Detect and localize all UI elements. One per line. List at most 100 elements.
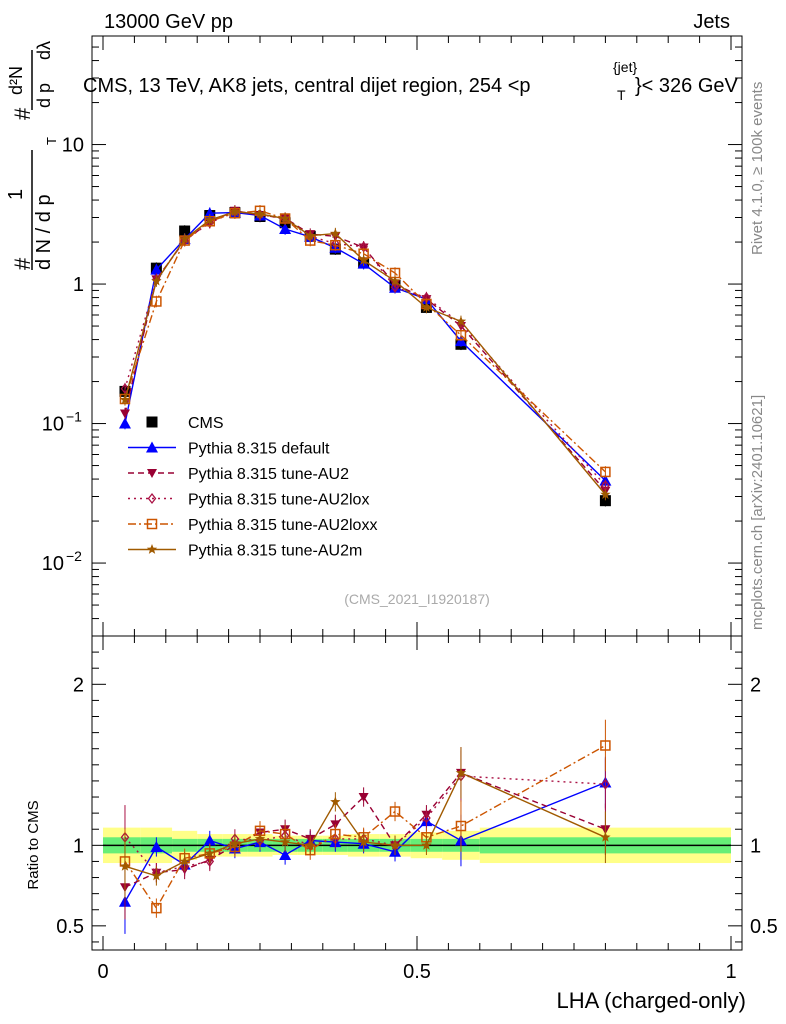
- legend-item-AU2: Pythia 8.315 tune-AU2: [128, 466, 349, 483]
- ratio-series-AU2m: [119, 747, 611, 899]
- ratio-point-AU2m: [358, 836, 369, 847]
- ratio-point-AU2m: [389, 839, 401, 850]
- data-point-AU2m: [279, 213, 291, 223]
- main-y-tick-exponent: −1: [66, 409, 82, 425]
- data-point-AU2loxx: [330, 239, 341, 251]
- ratio-y-tick-label-right: 1: [750, 835, 761, 857]
- ratio-point-AU2loxx: [389, 806, 401, 817]
- ratio-y-tick-label: 0.5: [56, 916, 84, 938]
- ratio-point-AU2lox: [205, 855, 215, 867]
- ratio-line-AU2lox: [124, 775, 606, 874]
- ratio-point-AU2m: [600, 831, 611, 842]
- ylabel-d2n: d²N: [6, 66, 26, 95]
- ratio-line-AU2loxx: [124, 744, 606, 910]
- ratio-point-default: [150, 840, 163, 852]
- title-main: CMS, 13 TeV, AK8 jets, central dijet reg…: [83, 75, 531, 97]
- ratio-point-AU2m: [119, 860, 131, 871]
- legend-marker-default: [146, 441, 158, 453]
- data-point-AU2m: [305, 230, 316, 241]
- ratio-frame: [91, 635, 743, 951]
- main-y-tick-label: 10: [62, 135, 84, 157]
- data-point-AU2lox: [120, 383, 130, 395]
- ratio-line-AU2: [124, 772, 606, 888]
- data-point-default: [118, 417, 131, 429]
- legend-marker-AU2lox: [147, 492, 157, 505]
- data-point-AU2m: [204, 214, 215, 225]
- x-tick-label: 0.5: [403, 961, 431, 983]
- data-point-default: [203, 207, 216, 219]
- legend-item-data: CMS: [146, 415, 224, 432]
- main-y-tick-label: 10: [42, 414, 64, 436]
- legend-label-default: Pythia 8.315 default: [188, 441, 330, 458]
- data-point-AU2loxx: [455, 329, 467, 341]
- data-point-data: [599, 495, 611, 507]
- ratio-y-tick-label: 2: [73, 674, 84, 696]
- data-point-AU2loxx: [151, 296, 162, 307]
- ratio-point-AU2m: [254, 833, 266, 844]
- series-line-AU2loxx: [124, 210, 606, 473]
- ratio-point-AU2loxx: [330, 828, 341, 840]
- ylabel-hash2: #: [10, 107, 35, 120]
- ratio-y-tick-label-right: 2: [750, 674, 761, 696]
- data-point-AU2m: [254, 208, 266, 219]
- data-point-AU2m: [421, 301, 432, 312]
- title-end: }< 326 GeV: [635, 75, 739, 97]
- title-superscript: {jet}: [613, 59, 637, 75]
- legend-marker-AU2m: [146, 544, 158, 554]
- mcplots-label: mcplots.cern.ch [arXiv:2401.10621]: [749, 395, 766, 630]
- data-point-AU2m: [389, 275, 401, 286]
- legend-item-AU2loxx: Pythia 8.315 tune-AU2loxx: [128, 517, 377, 534]
- legend-item-default: Pythia 8.315 default: [128, 441, 330, 458]
- ratio-point-AU2m: [179, 855, 190, 866]
- ratio-y-tick-label: 1: [73, 835, 84, 857]
- ratio-point-AU2m: [151, 870, 162, 881]
- ratio-point-default: [279, 848, 292, 860]
- series-AU2m: [119, 205, 611, 501]
- ratio-point-AU2loxx: [151, 902, 162, 914]
- analysis-id-label: (CMS_2021_I1920187): [344, 591, 490, 607]
- ratio-point-AU2m: [455, 767, 467, 778]
- data-point-AU2: [119, 409, 130, 419]
- data-point-AU2m: [455, 315, 467, 326]
- data-point-AU2m: [330, 228, 341, 238]
- legend-label-AU2lox: Pythia 8.315 tune-AU2lox: [188, 492, 369, 509]
- legend-label-data: CMS: [188, 415, 224, 432]
- legend: CMS Pythia 8.315 default Pythia 8.315 tune…: [128, 415, 377, 560]
- series-line-default: [124, 211, 606, 482]
- title-subscript: T: [617, 87, 626, 103]
- rivet-version-label: Rivet 4.1.0, ≥ 100k events: [749, 82, 766, 255]
- ratio-point-AU2lox: [601, 778, 610, 790]
- legend-label-AU2loxx: Pythia 8.315 tune-AU2loxx: [188, 517, 377, 534]
- x-tick-label: 0: [97, 961, 108, 983]
- data-point-data: [179, 225, 191, 237]
- data-point-AU2m: [119, 394, 131, 405]
- ylabel-hash: #: [10, 257, 35, 270]
- ratio-y-axis-label: Ratio to CMS: [25, 800, 42, 889]
- ratio-point-default: [203, 834, 216, 846]
- ylabel-sub-t: T: [44, 137, 59, 145]
- ylabel-den2: d p: [34, 83, 54, 108]
- ratio-point-AU2lox: [422, 812, 431, 824]
- ratio-point-AU2m: [305, 839, 316, 850]
- main-panel-series: [118, 205, 612, 507]
- data-point-AU2m: [358, 254, 369, 265]
- category-label: Jets: [693, 11, 730, 33]
- ratio-y-tick-label-right: 0.5: [750, 916, 778, 938]
- data-point-default: [279, 223, 292, 235]
- ratio-point-AU2m: [279, 836, 291, 847]
- legend-item-AU2lox: Pythia 8.315 tune-AU2lox: [128, 492, 369, 509]
- main-y-axis-label: # 1 d N / d p T # d²N d p dλ: [5, 41, 59, 270]
- ratio-point-AU2loxx: [600, 740, 611, 751]
- legend-item-AU2m: Pythia 8.315 tune-AU2m: [128, 543, 362, 560]
- ylabel-frac-den: d N / d p: [33, 194, 55, 270]
- ratio-point-AU2m: [229, 838, 241, 849]
- data-point-default: [150, 263, 163, 275]
- series-line-AU2m: [124, 210, 606, 495]
- ratio-point-AU2m: [204, 847, 215, 858]
- ylabel-dlambda: dλ: [34, 41, 54, 60]
- data-point-AU2m: [179, 233, 190, 244]
- main-y-tick-exponent: −2: [66, 548, 82, 564]
- ratio-point-AU2m: [421, 839, 432, 850]
